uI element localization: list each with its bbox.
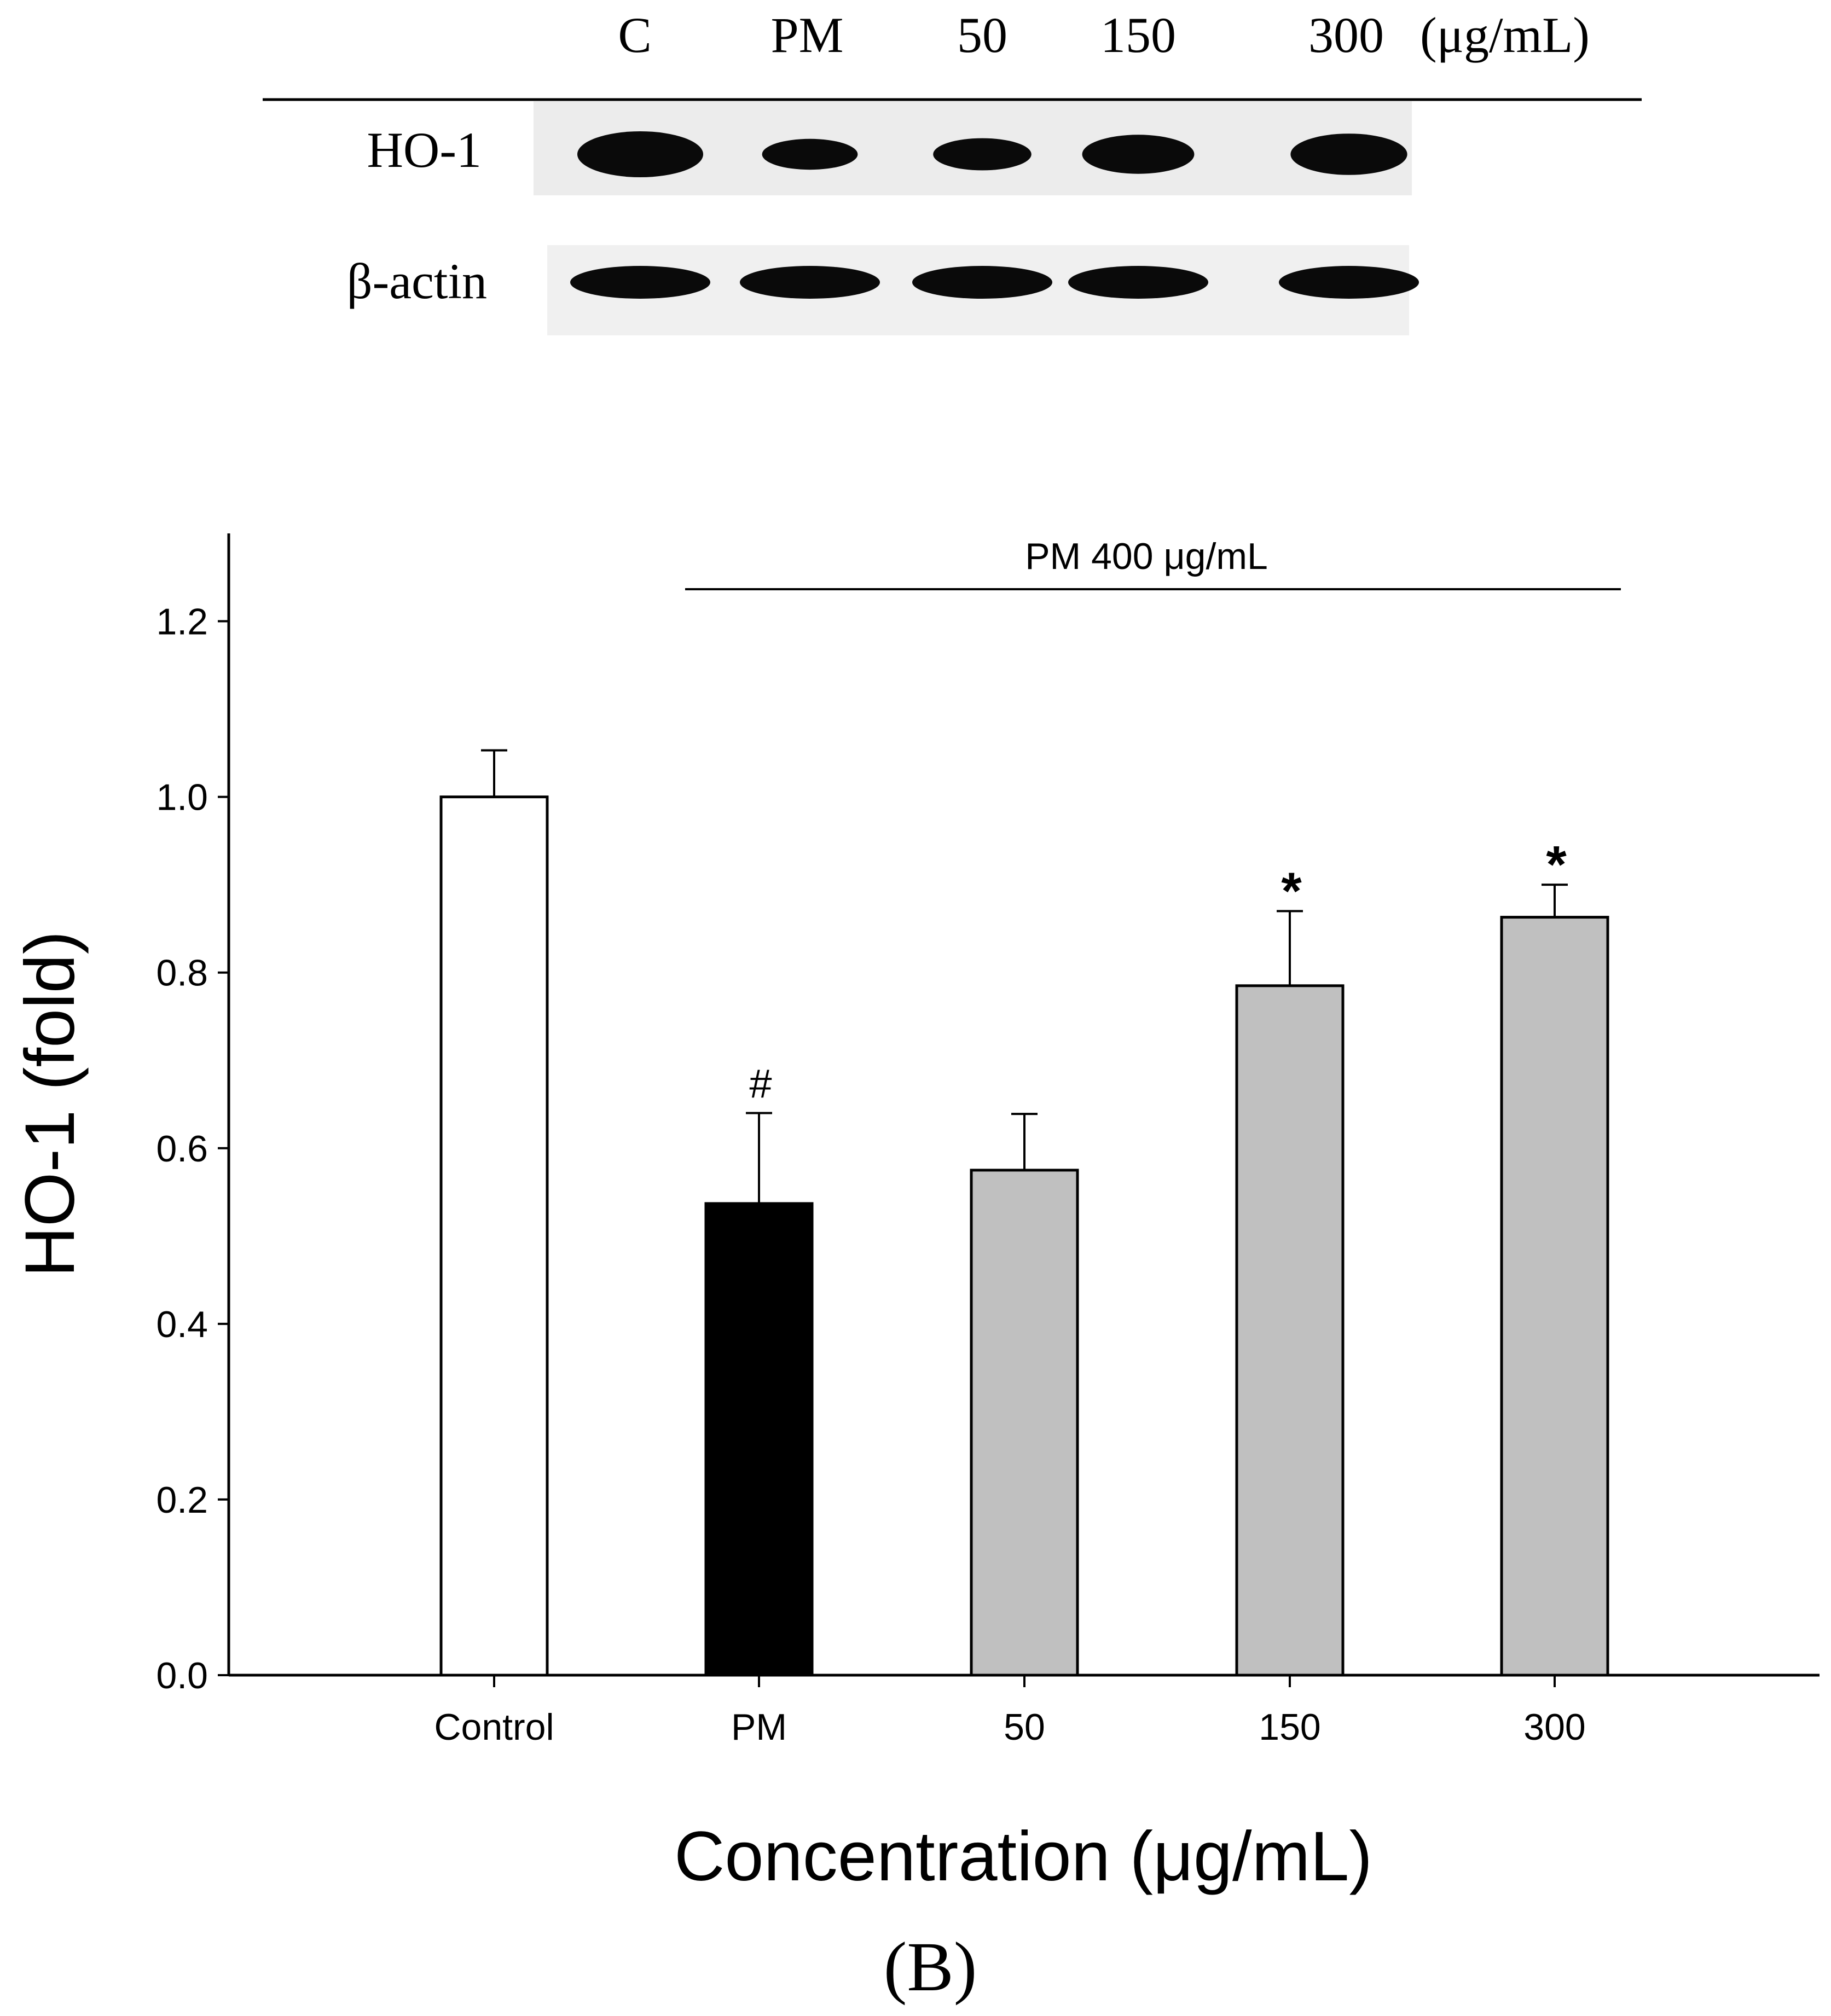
- significance-marker: *: [1281, 862, 1302, 920]
- panel-label: (B): [884, 1928, 977, 2006]
- ho1-band: [1290, 133, 1407, 175]
- x-tick-label: 300: [1523, 1706, 1585, 1748]
- bar: [1500, 916, 1609, 1677]
- y-tick-label: 0.4: [156, 1304, 208, 1345]
- beta-actin-band: [740, 266, 880, 299]
- blot-bands: [570, 131, 1419, 299]
- bars: [439, 795, 1609, 1677]
- blot-unit-label: (μg/mL): [1420, 7, 1590, 63]
- y-tick-label: 1.0: [156, 777, 208, 818]
- bar-chart: 0.0 0.2 0.4 0.6 0.8 1.0 1.2 # * * Control PM 50 150…: [11, 533, 1820, 1896]
- beta-actin-band: [912, 266, 1052, 299]
- significance-marker: *: [1546, 835, 1567, 894]
- ho1-band: [933, 138, 1032, 171]
- blot-row-label-beta-actin: β-actin: [347, 253, 487, 309]
- error-bars: [481, 749, 1568, 1204]
- blot-lane-label: 150: [1100, 7, 1176, 63]
- bar: [704, 1202, 814, 1677]
- y-axis-ticks: 0.0 0.2 0.4 0.6 0.8 1.0 1.2: [156, 601, 229, 1697]
- x-axis-ticks: Control PM 50 150 300: [434, 1675, 1586, 1748]
- y-tick-label: 0.2: [156, 1479, 208, 1521]
- y-tick-label: 1.2: [156, 601, 208, 643]
- y-tick-label: 0.6: [156, 1128, 208, 1170]
- x-axis-title: Concentration (μg/mL): [674, 1817, 1372, 1896]
- bar: [439, 795, 549, 1677]
- blot-lane-label: C: [618, 7, 651, 63]
- significance-marker: #: [749, 1061, 772, 1107]
- x-tick-label: 50: [1004, 1706, 1045, 1748]
- beta-actin-band: [1279, 266, 1419, 299]
- ho1-band: [577, 131, 703, 177]
- blot-lane-label: 50: [957, 7, 1007, 63]
- bar: [970, 1169, 1079, 1677]
- blot-row-label-ho1: HO-1: [367, 122, 482, 178]
- beta-actin-band: [570, 266, 710, 299]
- x-tick-label: PM: [731, 1706, 787, 1748]
- blot-lane-label: PM: [771, 7, 844, 63]
- significance-markers: # * *: [749, 835, 1567, 1106]
- x-tick-label: 150: [1259, 1706, 1320, 1748]
- ho1-band: [762, 138, 858, 170]
- western-blot: C PM 50 150 300 (μg/mL) HO-1 β-actin: [263, 7, 1642, 335]
- y-tick-label: 0.8: [156, 952, 208, 994]
- y-axis-title: HO-1 (fold): [11, 931, 89, 1277]
- bar: [1235, 984, 1345, 1677]
- ho1-band: [1082, 135, 1195, 174]
- blot-lane-label: 300: [1308, 7, 1384, 63]
- blot-lane-labels: C PM 50 150 300: [618, 7, 1384, 63]
- beta-actin-band: [1068, 266, 1208, 299]
- y-tick-label: 0.0: [156, 1655, 208, 1697]
- x-tick-label: Control: [434, 1706, 554, 1748]
- group-label: PM 400 μg/mL: [1025, 536, 1268, 577]
